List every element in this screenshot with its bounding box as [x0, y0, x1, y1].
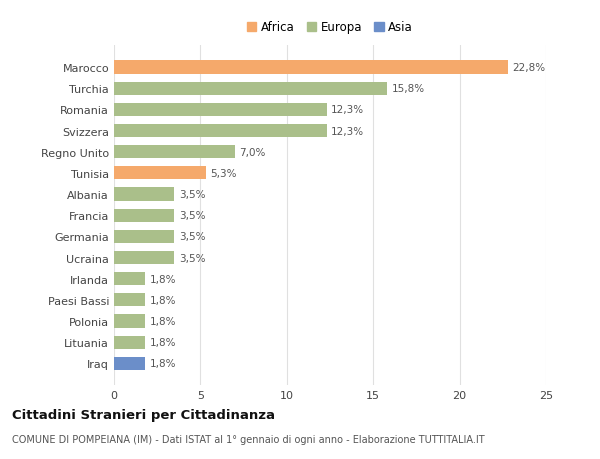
Text: Cittadini Stranieri per Cittadinanza: Cittadini Stranieri per Cittadinanza: [12, 409, 275, 421]
Bar: [114, 209, 175, 222]
Text: 3,5%: 3,5%: [179, 232, 205, 242]
Bar: [114, 83, 387, 95]
Text: 1,8%: 1,8%: [149, 274, 176, 284]
Bar: [114, 315, 145, 328]
Text: 1,8%: 1,8%: [149, 295, 176, 305]
Text: 12,3%: 12,3%: [331, 126, 364, 136]
Bar: [114, 230, 175, 243]
Bar: [114, 252, 175, 264]
Bar: [114, 125, 326, 138]
Legend: Africa, Europa, Asia: Africa, Europa, Asia: [244, 18, 416, 38]
Bar: [114, 357, 145, 370]
Text: 1,8%: 1,8%: [149, 316, 176, 326]
Bar: [114, 167, 206, 180]
Text: 22,8%: 22,8%: [512, 63, 545, 73]
Text: 5,3%: 5,3%: [210, 168, 236, 179]
Text: 12,3%: 12,3%: [331, 105, 364, 115]
Bar: [114, 188, 175, 201]
Bar: [114, 336, 145, 349]
Bar: [114, 294, 145, 307]
Bar: [114, 62, 508, 74]
Text: 1,8%: 1,8%: [149, 358, 176, 369]
Bar: [114, 273, 145, 285]
Text: 7,0%: 7,0%: [239, 147, 266, 157]
Bar: [114, 104, 326, 117]
Text: 3,5%: 3,5%: [179, 211, 205, 221]
Text: 3,5%: 3,5%: [179, 190, 205, 200]
Text: COMUNE DI POMPEIANA (IM) - Dati ISTAT al 1° gennaio di ogni anno - Elaborazione : COMUNE DI POMPEIANA (IM) - Dati ISTAT al…: [12, 434, 485, 444]
Bar: [114, 146, 235, 159]
Text: 1,8%: 1,8%: [149, 337, 176, 347]
Text: 3,5%: 3,5%: [179, 253, 205, 263]
Text: 15,8%: 15,8%: [391, 84, 424, 94]
